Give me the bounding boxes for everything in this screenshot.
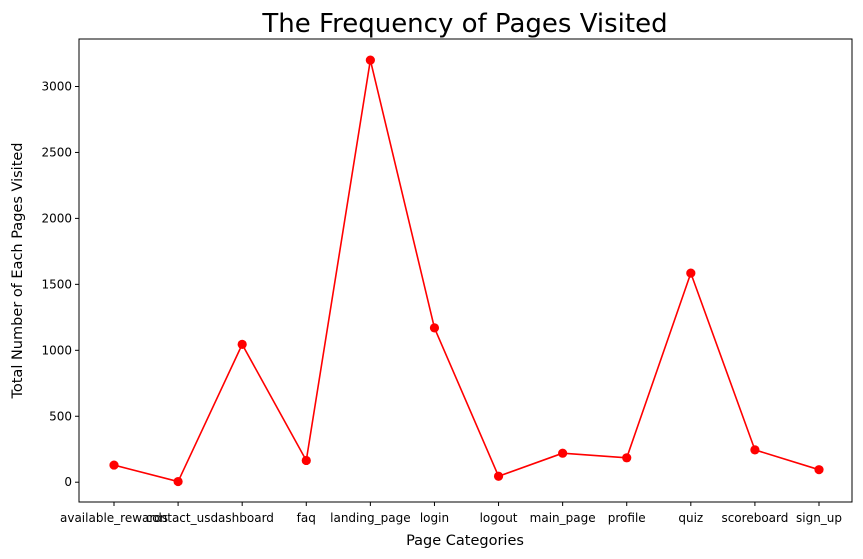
series-line bbox=[113, 59, 820, 483]
data-point-main-page bbox=[558, 448, 568, 458]
chart-title: The Frequency of Pages Visited bbox=[261, 9, 667, 39]
x-tick-label: landing_page bbox=[330, 511, 410, 525]
y-tick-label: 1500 bbox=[41, 277, 72, 291]
data-point-available-rewards bbox=[109, 460, 119, 470]
data-point-dashboard bbox=[237, 339, 247, 349]
x-tick-label: scoreboard bbox=[721, 511, 788, 525]
y-tick-label: 1000 bbox=[41, 343, 72, 357]
data-point-quiz bbox=[686, 268, 696, 278]
plot-area bbox=[78, 38, 853, 503]
x-tick-label: dashboard bbox=[210, 511, 273, 525]
y-tick-label: 500 bbox=[49, 409, 72, 423]
y-tick-label: 3000 bbox=[41, 79, 72, 93]
data-point-profile bbox=[622, 453, 632, 463]
data-point-logout bbox=[493, 471, 504, 481]
y-axis-label: Total Number of Each Pages Visited bbox=[10, 142, 26, 399]
y-tick-label: 2000 bbox=[41, 211, 72, 225]
data-point-landing-page bbox=[365, 55, 375, 65]
y-tick-label: 0 bbox=[64, 475, 72, 489]
x-tick-label: profile bbox=[608, 511, 646, 525]
x-tick-label: contact_us bbox=[146, 511, 211, 525]
data-point-sign-up bbox=[814, 465, 824, 475]
data-point-contact-us bbox=[173, 476, 183, 487]
x-axis-label: Page Categories bbox=[406, 533, 524, 549]
x-tick-label: sign_up bbox=[796, 511, 842, 525]
data-point-scoreboard bbox=[750, 445, 760, 455]
x-tick-label: login bbox=[420, 511, 449, 525]
y-tick-label: 2500 bbox=[41, 145, 72, 159]
x-tick-label: available_rewards bbox=[60, 511, 168, 525]
x-tick-label: main_page bbox=[530, 511, 596, 525]
data-point-login bbox=[429, 323, 440, 333]
x-tick-label: quiz bbox=[678, 511, 703, 525]
y-axis: 0 500 1000 1500 2000 2500 3000 bbox=[41, 79, 79, 489]
x-tick-label: logout bbox=[480, 511, 518, 525]
x-tick-label: faq bbox=[297, 511, 316, 525]
data-series bbox=[109, 55, 824, 487]
data-point-faq bbox=[301, 455, 311, 466]
